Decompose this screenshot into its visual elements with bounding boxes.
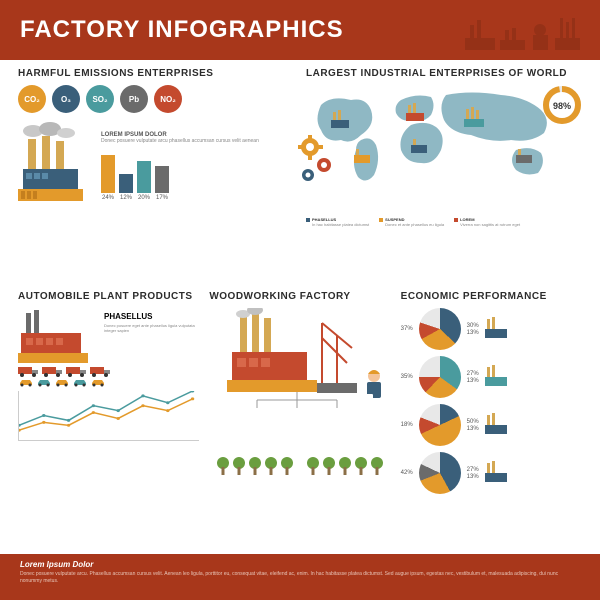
factory-silhouette-icon xyxy=(465,10,585,50)
auto-subtitle: PHASELLUS xyxy=(104,312,199,321)
line-chart xyxy=(18,391,199,441)
tree-icon xyxy=(247,456,263,476)
emission-badge: O₃ xyxy=(52,85,80,113)
econ-section: ECONOMIC PERFORMANCE 37%30%13% 35%27%13% 1… xyxy=(401,291,582,554)
tree-icon xyxy=(263,456,279,476)
mini-factory-icon xyxy=(485,364,511,386)
emission-badge: SO₂ xyxy=(86,85,114,113)
econ-title: ECONOMIC PERFORMANCE xyxy=(401,291,582,302)
car-icon xyxy=(18,379,34,387)
mini-factory-icon xyxy=(485,460,511,482)
tree-icon xyxy=(279,456,295,476)
map-factory-icon xyxy=(406,103,426,121)
map-factory-icon xyxy=(516,147,534,163)
mini-factory-icon xyxy=(485,316,511,338)
tree-icon xyxy=(369,456,385,476)
pie-charts: 37%30%13% 35%27%13% 18%50%13% 42%27%13% xyxy=(401,308,582,494)
wood-title: WOODWORKING FACTORY xyxy=(209,291,390,302)
footer-text: Donec posuere vulputate arcu. Phasellus … xyxy=(20,571,580,584)
bar-item: 20% xyxy=(137,161,151,201)
auto-text: Donec posuere eget ante phasellus ligula… xyxy=(104,323,199,333)
header: FACTORY INFOGRAPHICS xyxy=(0,0,600,60)
emissions-title: HARMFUL EMISSIONS ENTERPRISES xyxy=(18,68,294,79)
auto-title: AUTOMOBILE PLANT PRODUCTS xyxy=(18,291,199,302)
emission-badge: Pb xyxy=(120,85,148,113)
legend-item: PHASELLUSIn hac habitasse platea dictums… xyxy=(306,217,369,227)
footer-title: Lorem Ipsum Dolor xyxy=(20,560,580,569)
trees xyxy=(209,456,390,478)
worker-icon xyxy=(359,368,389,406)
world-map-icon xyxy=(306,85,566,195)
emission-badges: CO₂O₃SO₂PbNO₂ xyxy=(18,85,294,113)
wood-section: WOODWORKING FACTORY xyxy=(209,291,390,554)
emission-badge: CO₂ xyxy=(18,85,46,113)
map-factory-icon xyxy=(411,137,429,153)
car-icon xyxy=(54,379,70,387)
auto-section: AUTOMOBILE PLANT PRODUCTS PHASELLUS Done… xyxy=(18,291,199,554)
tree-icon xyxy=(215,456,231,476)
map-factory-icon xyxy=(464,107,486,127)
factory-icon xyxy=(18,121,93,201)
legend-item: LOREMViverra non sagittis at rutrum eget xyxy=(454,217,520,227)
tree-icon xyxy=(353,456,369,476)
world-legend: PHASELLUSIn hac habitasse platea dictums… xyxy=(306,217,582,227)
pie-row: 37%30%13% xyxy=(401,308,582,350)
pie-row: 42%27%13% xyxy=(401,452,582,494)
truck-icon xyxy=(66,367,88,377)
svg-text:98%: 98% xyxy=(553,101,571,111)
legend-item: SUSPENDDonec et ante phasellus eu ligula xyxy=(379,217,444,227)
world-section: LARGEST INDUSTRIAL ENTERPRISES OF WORLD xyxy=(306,68,582,287)
truck-icon xyxy=(90,367,112,377)
truck-icon xyxy=(42,367,64,377)
mini-factory-icon xyxy=(485,412,511,434)
map-factory-icon xyxy=(331,110,351,128)
auto-factory-icon xyxy=(18,308,98,363)
bar-item: 12% xyxy=(119,174,133,201)
tree-icon xyxy=(337,456,353,476)
bar-item: 17% xyxy=(155,166,169,201)
bar-item: 24% xyxy=(101,155,115,201)
page-title: FACTORY INFOGRAPHICS xyxy=(20,16,344,44)
emissions-body: Donec posuere vulputate arcu phasellus a… xyxy=(101,138,294,145)
emission-badge: NO₂ xyxy=(154,85,182,113)
gears-icon xyxy=(298,135,338,185)
gauge-chart: 98% xyxy=(542,85,582,125)
car-icon xyxy=(90,379,106,387)
tree-icon xyxy=(321,456,337,476)
car-icon xyxy=(36,379,52,387)
map-factory-icon xyxy=(354,147,372,163)
tree-icon xyxy=(231,456,247,476)
pie-row: 35%27%13% xyxy=(401,356,582,398)
world-title: LARGEST INDUSTRIAL ENTERPRISES OF WORLD xyxy=(306,68,582,79)
car-icon xyxy=(72,379,88,387)
footer: Lorem Ipsum Dolor Donec posuere vulputat… xyxy=(0,554,600,600)
emissions-bars: 24% 12% 20% 17% xyxy=(101,151,294,201)
pie-row: 18%50%13% xyxy=(401,404,582,446)
emissions-section: HARMFUL EMISSIONS ENTERPRISES CO₂O₃SO₂Pb… xyxy=(18,68,294,287)
vehicles xyxy=(18,367,199,387)
truck-icon xyxy=(18,367,40,377)
tree-icon xyxy=(305,456,321,476)
